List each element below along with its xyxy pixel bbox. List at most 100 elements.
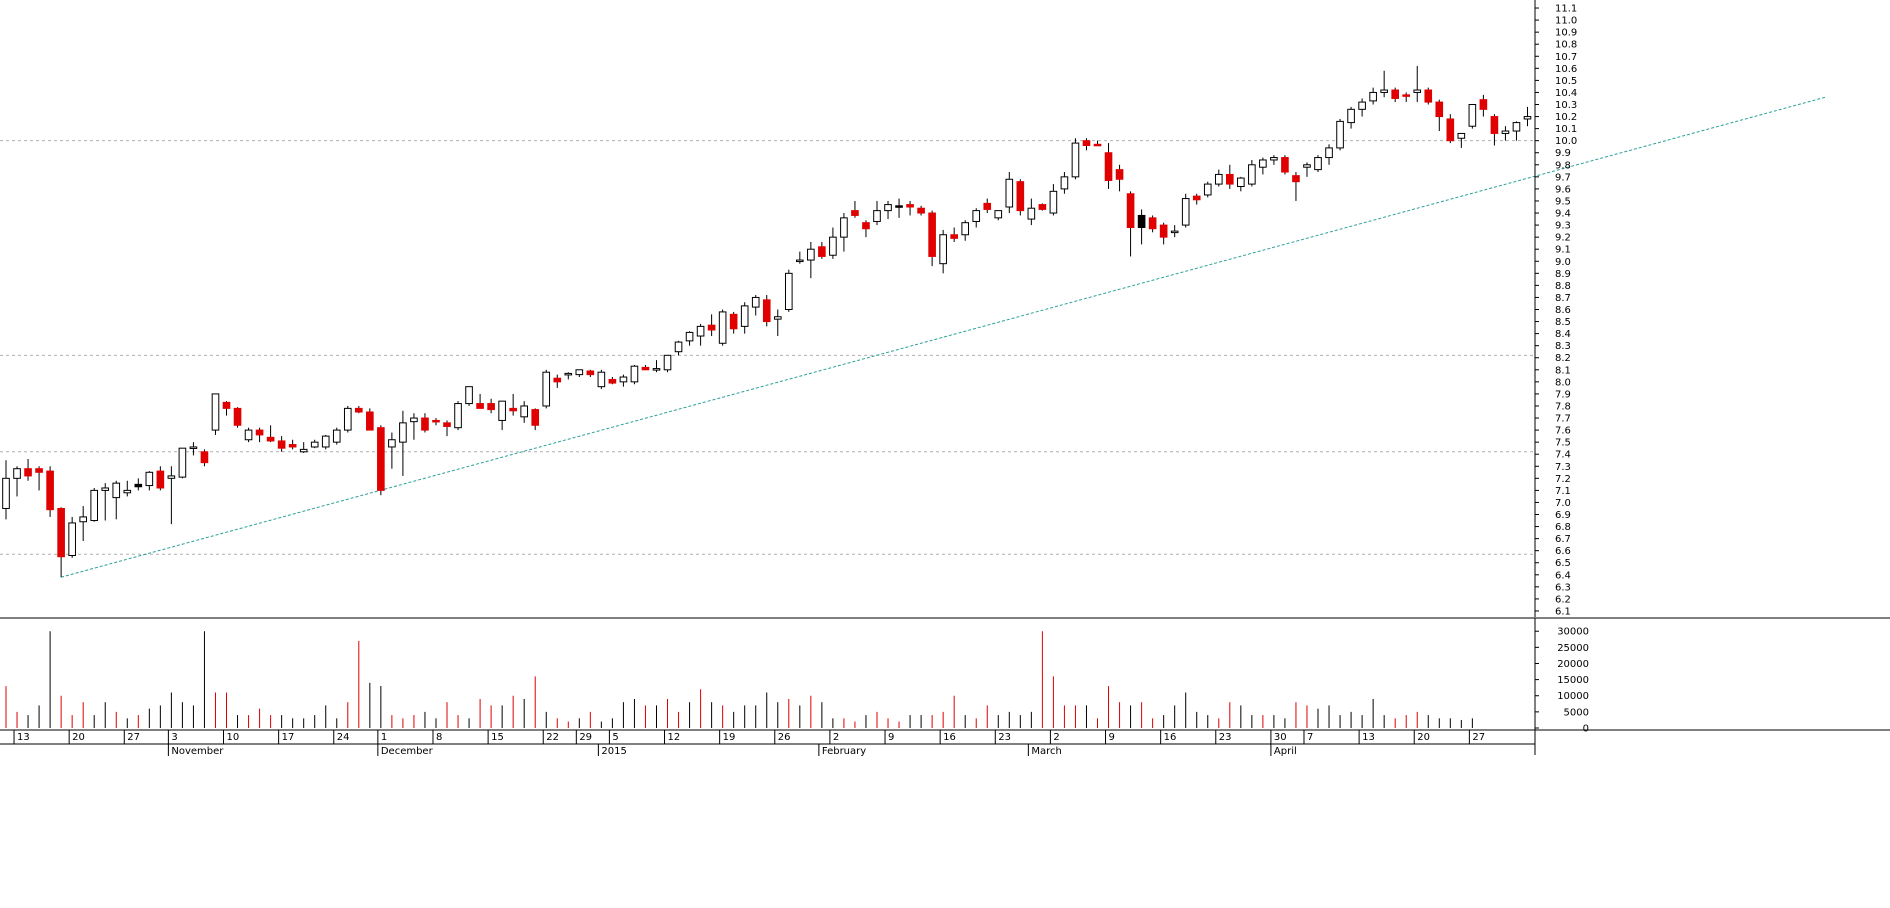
candle [961,220,970,241]
candle-body [1512,122,1521,132]
candle [1137,209,1146,245]
candle-body [1049,190,1058,214]
candle [564,372,573,380]
price-tick-label: 9.4 [1555,209,1571,220]
candle-body [332,429,341,443]
price-tick-label: 8.4 [1555,329,1571,340]
price-tick-label: 10.7 [1555,52,1577,63]
candle-body [432,419,440,423]
chart-frame [0,617,1890,731]
day-tick-label: 1 [381,732,387,743]
day-tick-label: 13 [1362,732,1375,743]
volume-tick-label: 0 [1583,724,1589,735]
candle-body [1248,164,1256,185]
candle [1071,138,1080,180]
candle-body [1225,173,1234,185]
price-tick-label: 8.0 [1555,377,1571,388]
price-tick-label: 9.8 [1555,160,1571,171]
candle [79,506,87,542]
candle-body [1336,120,1344,149]
candle [454,401,462,431]
candle [476,393,484,409]
candle [1347,106,1355,129]
candle [740,302,749,334]
candle [1060,172,1069,194]
price-tick-label: 9.0 [1555,257,1571,268]
day-tick-label: 23 [998,732,1011,743]
price-tick-label: 9.3 [1555,221,1571,232]
candle-body [696,325,705,337]
candle-body [718,311,727,344]
candle-body [1303,164,1311,168]
candle [972,208,981,228]
candle [597,369,606,390]
candle [1115,164,1124,192]
candle-body [68,522,76,556]
price-tick-label: 7.0 [1555,498,1571,509]
price-tick-label: 8.3 [1555,341,1571,352]
volume-tick-label: 30000 [1557,627,1589,638]
candle [156,466,165,491]
volume-bars [5,631,1473,728]
candle [630,364,639,385]
candle-body [178,447,187,478]
candle-body [729,313,738,330]
price-tick-label: 6.6 [1555,546,1571,557]
candle-body [917,207,925,214]
candle [57,507,65,578]
candle [255,427,264,443]
candle [873,200,881,226]
candle-body [873,210,881,222]
price-axis: 6.16.26.36.46.56.66.76.86.97.07.17.27.37… [1534,0,1577,617]
price-tick-label: 6.4 [1555,570,1571,581]
day-tick-label: 20 [1417,732,1430,743]
price-tick-label: 8.2 [1555,353,1571,364]
candle [222,401,231,416]
candle [1380,70,1388,98]
candle [233,407,242,428]
price-tick-label: 6.5 [1555,558,1571,569]
candle-body [443,422,451,427]
price-tick-label: 8.9 [1555,269,1571,280]
day-tick-label: 24 [337,732,350,743]
candle [674,340,683,356]
candle-body [586,370,595,376]
candle-body [1016,181,1025,212]
candle [1203,181,1212,198]
candle-body [1082,140,1091,146]
price-tick-label: 9.5 [1555,196,1571,207]
candle [840,213,848,252]
candle-body [1413,89,1422,93]
candle [1413,65,1422,103]
candle-body [134,483,143,488]
horizontal-levels [0,140,1535,555]
day-tick-label: 2 [833,732,839,743]
candle-body [1479,99,1488,110]
candle-body [740,305,749,327]
price-tick-label: 10.5 [1555,76,1577,87]
price-tick-label: 9.1 [1555,245,1571,256]
day-tick-label: 16 [1164,732,1177,743]
candle [1369,87,1377,105]
candle [244,427,253,443]
candle-body [509,407,517,412]
candle [762,295,771,327]
candle-body [796,259,804,263]
candle-body [487,403,495,411]
price-tick-label: 11.1 [1555,4,1577,15]
candle-body [762,299,771,323]
candle-body [994,210,1003,219]
candle-body [1347,108,1355,124]
candle-body [895,205,903,208]
candle-body [211,393,220,431]
candle [123,480,132,497]
candle-body [1424,89,1433,103]
candle [807,241,815,279]
candle [862,220,870,238]
candle [145,471,154,491]
candle-body [630,365,639,383]
candle [101,483,110,521]
candle-body [1380,89,1388,93]
candle [818,241,826,259]
price-tick-label: 9.9 [1555,148,1571,159]
